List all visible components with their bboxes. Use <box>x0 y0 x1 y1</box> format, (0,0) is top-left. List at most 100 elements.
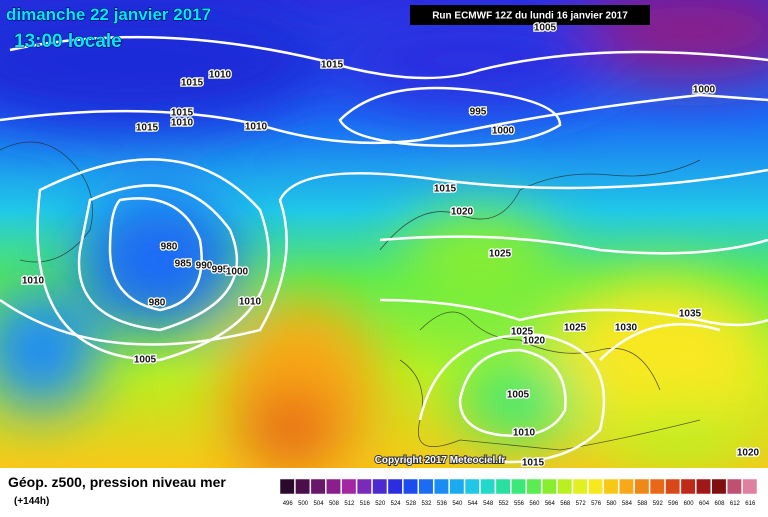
isobar-label: 995 <box>470 107 487 118</box>
scale-swatch <box>372 478 388 495</box>
isobar-label: 1010 <box>245 122 268 133</box>
scale-label: 564 <box>545 501 556 507</box>
scale-swatch <box>279 478 295 495</box>
scale-label: 572 <box>576 501 587 507</box>
scale-swatch <box>557 478 573 495</box>
scale-label: 604 <box>699 501 710 507</box>
isobar-label: 1015 <box>181 78 204 89</box>
scale-swatch <box>433 478 449 495</box>
scale-label: 592 <box>653 501 664 507</box>
scale-label: 540 <box>452 501 463 507</box>
scale-label: 512 <box>344 501 355 507</box>
scale-label: 500 <box>298 501 309 507</box>
isobar-label: 1005 <box>534 23 557 34</box>
isobar-label: 1015 <box>136 123 159 134</box>
scale-swatch <box>680 478 696 495</box>
scale-label: 576 <box>591 501 602 507</box>
footer-lead: (+144h) <box>14 496 49 507</box>
scale-label: 524 <box>391 501 402 507</box>
scale-swatch <box>511 478 526 495</box>
scale-label: 616 <box>745 501 756 507</box>
isobar-label: 1025 <box>511 327 534 338</box>
isobar-label: 1015 <box>171 108 194 119</box>
isobar-label: 995 <box>212 265 229 276</box>
scale-label: 544 <box>468 501 479 507</box>
scale-swatch <box>649 478 665 495</box>
isobar-label: 1010 <box>239 297 262 308</box>
scale-label: 584 <box>622 501 633 507</box>
scale-swatch <box>618 478 634 495</box>
scale-swatch <box>387 478 403 495</box>
scale-swatch <box>711 478 727 495</box>
scale-swatch <box>696 478 711 495</box>
isobar-label: 1015 <box>434 184 457 195</box>
isobar-label: 985 <box>175 259 192 270</box>
isobar-label: 1025 <box>489 249 512 260</box>
isobar-label: 1010 <box>513 428 536 439</box>
scale-label: 516 <box>360 501 371 507</box>
scale-swatch <box>464 478 480 495</box>
isobar-label: 1020 <box>737 448 760 459</box>
scale-swatch <box>495 478 511 495</box>
scale-swatch <box>449 478 465 495</box>
scale-swatch <box>634 478 650 495</box>
scale-label: 504 <box>314 501 325 507</box>
isobar-label: 990 <box>196 261 213 272</box>
run-label: Run ECMWF 12Z du lundi 16 janvier 2017 <box>432 11 628 22</box>
isobar-label: 1005 <box>134 355 157 366</box>
scale-swatch <box>742 478 758 495</box>
scale-swatch <box>726 478 742 495</box>
scale-swatch <box>418 478 434 495</box>
scale-label: 560 <box>529 501 540 507</box>
footer-title: Géop. z500, pression niveau mer <box>8 474 226 490</box>
scale-label: 508 <box>329 501 340 507</box>
scale-label: 528 <box>406 501 417 507</box>
scale-label: 580 <box>607 501 618 507</box>
isobar-label: 1010 <box>209 70 232 81</box>
color-scale: 496 500 504 508 512 516 520 524 528 532 536 540 544 5… <box>279 478 758 507</box>
run-box <box>410 5 650 25</box>
scale-swatch <box>541 478 557 495</box>
scale-swatch <box>603 478 619 495</box>
scale-label: 596 <box>668 501 679 507</box>
isobar-label: 1030 <box>615 323 638 334</box>
isobar-label: 1015 <box>321 60 344 71</box>
scale-label: 520 <box>375 501 386 507</box>
scale-label: 600 <box>684 501 695 507</box>
isobar-label: 1000 <box>693 85 716 96</box>
isobar-label: 980 <box>149 298 166 309</box>
scale-label: 588 <box>637 501 648 507</box>
scale-label: 532 <box>421 501 432 507</box>
isobar-label: 1000 <box>492 126 515 137</box>
scale-label: 536 <box>437 501 448 507</box>
scale-label: 556 <box>514 501 525 507</box>
date-label: dimanche 22 janvier 2017 <box>6 5 211 24</box>
scale-swatch <box>326 478 341 495</box>
scale-swatch <box>588 478 604 495</box>
scale-label: 552 <box>499 501 510 507</box>
scale-label: 548 <box>483 501 494 507</box>
scale-swatch <box>526 478 542 495</box>
scale-label: 608 <box>714 501 725 507</box>
scale-swatch <box>341 478 357 495</box>
scale-swatch <box>480 478 496 495</box>
scale-label: 612 <box>730 501 741 507</box>
scale-label: 568 <box>560 501 571 507</box>
scale-swatch <box>572 478 588 495</box>
isobar-label: 1020 <box>523 336 546 347</box>
scale-swatch <box>665 478 681 495</box>
scale-swatch <box>310 478 326 495</box>
scale-swatch <box>356 478 372 495</box>
isobar-label: 980 <box>161 242 178 253</box>
isobar-label: 1020 <box>451 207 474 218</box>
scale-swatch <box>403 478 419 495</box>
copyright: Copyright 2017 Meteociel.fr <box>375 455 506 466</box>
isobars <box>0 35 768 464</box>
time-label: 13:00 locale <box>14 31 122 52</box>
isobar-label: 1015 <box>522 458 545 469</box>
scale-swatch <box>295 478 311 495</box>
isobar-label: 1000 <box>226 267 249 278</box>
